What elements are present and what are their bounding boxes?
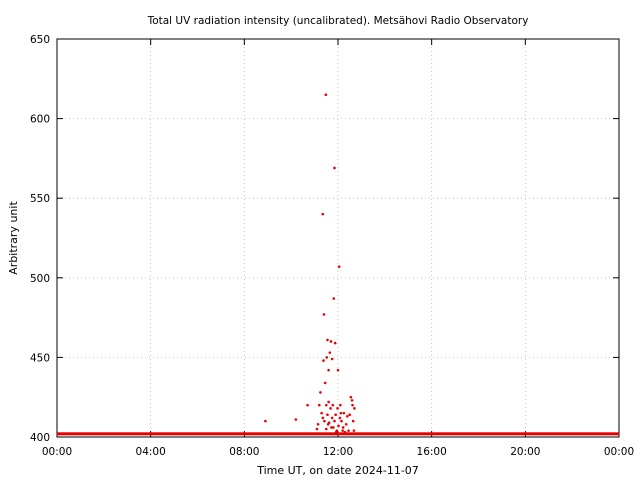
data-point [336, 407, 339, 410]
data-point [339, 411, 343, 415]
x-axis-label: Time UT, on date 2024-11-07 [256, 464, 419, 477]
data-point [322, 359, 325, 362]
data-point [323, 381, 327, 385]
data-point [338, 416, 342, 420]
data-point [343, 430, 347, 434]
x-tick-label: 08:00 [229, 446, 259, 458]
data-point [294, 418, 298, 421]
data-point [329, 407, 332, 410]
data-point [323, 419, 326, 423]
data-point [264, 419, 267, 423]
axis-ticks: 00:00 04:00 08:00 12:00 16:00 20:00 00:00 400 45… [30, 34, 634, 458]
data-point [306, 403, 309, 407]
data-point [333, 341, 337, 345]
data-point [346, 415, 349, 418]
data-point [352, 429, 356, 432]
grid-lines [57, 39, 619, 437]
data-point [330, 416, 334, 420]
data-point [324, 427, 328, 431]
x-tick-label: 20:00 [510, 446, 540, 458]
data-point [321, 212, 325, 216]
data-point [341, 426, 345, 429]
data-point [324, 403, 328, 407]
y-tick-label: 500 [30, 273, 50, 285]
data-point [348, 413, 352, 417]
data-point [351, 403, 354, 407]
data-point [319, 391, 322, 394]
data-point [331, 403, 335, 407]
data-point [330, 426, 333, 429]
x-tick-label: 12:00 [323, 446, 353, 458]
y-tick-label: 450 [30, 352, 50, 364]
data-point [339, 403, 342, 407]
data-point [320, 411, 323, 415]
data-point [347, 429, 350, 432]
data-point [337, 265, 341, 268]
data-point [315, 427, 319, 431]
plot-frame [56, 38, 620, 438]
chart-title: Total UV radiation intensity (uncalibrat… [147, 15, 529, 27]
data-points [57, 93, 619, 436]
data-point [324, 93, 328, 97]
data-point [326, 413, 329, 417]
y-tick-label: 650 [30, 34, 50, 46]
data-point [322, 313, 326, 316]
data-point [326, 338, 329, 342]
x-tick-label: 00:00 [42, 446, 72, 458]
data-point [340, 419, 343, 423]
data-point [342, 411, 346, 415]
data-point [341, 429, 344, 432]
data-point [333, 419, 336, 423]
data-point [330, 357, 334, 361]
y-tick-label: 400 [30, 432, 50, 444]
data-point [349, 395, 353, 399]
data-point [336, 368, 340, 372]
x-tick-label: 04:00 [136, 446, 166, 458]
data-point [334, 413, 337, 417]
data-point [333, 166, 336, 170]
data-point [332, 297, 336, 300]
data-point [328, 351, 332, 354]
data-point [344, 422, 348, 426]
data-point [351, 419, 355, 423]
data-point [353, 407, 356, 410]
data-point [327, 368, 330, 372]
data-point [335, 429, 339, 432]
data-point [350, 399, 354, 402]
data-point [329, 340, 333, 343]
data-point [327, 400, 330, 404]
data-point [337, 424, 340, 428]
y-axis-label: Arbitrary unit [7, 201, 20, 275]
x-tick-label: 16:00 [417, 446, 447, 458]
data-point [316, 422, 320, 426]
x-tick-label: 00:00 [604, 446, 634, 458]
data-point [321, 416, 325, 420]
y-tick-label: 550 [30, 193, 50, 205]
data-point [327, 421, 331, 424]
data-point [317, 403, 321, 407]
y-tick-label: 600 [30, 114, 50, 126]
baseline-points [57, 432, 619, 436]
data-point [332, 426, 335, 429]
data-point [325, 356, 329, 359]
